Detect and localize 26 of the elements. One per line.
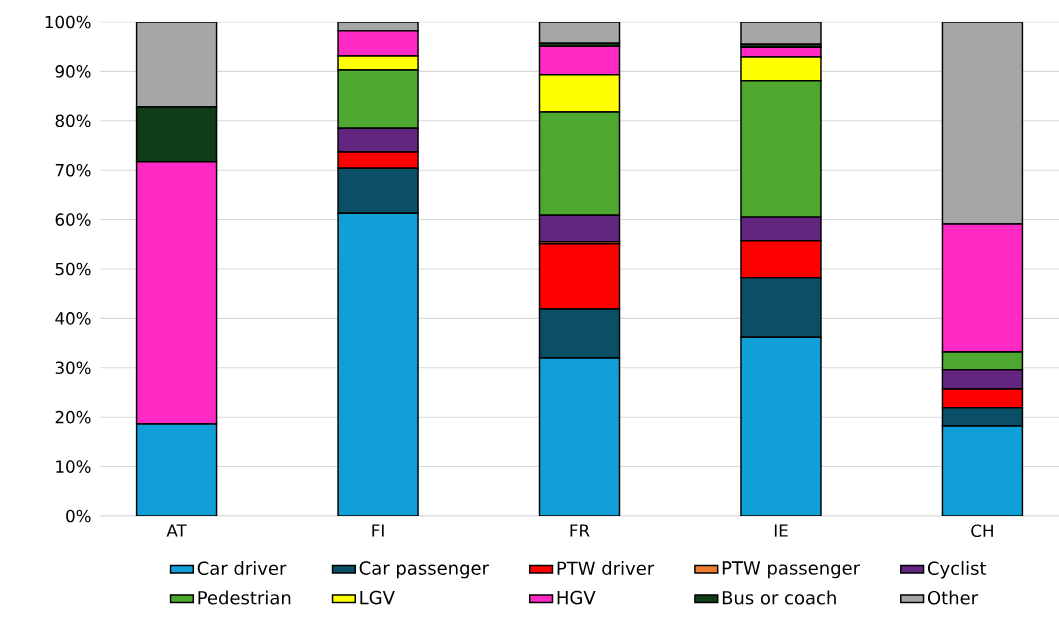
- legend-label: Bus or coach: [722, 590, 836, 605]
- x-tick-label: AT: [166, 524, 187, 537]
- y-tick-label: 30%: [55, 361, 91, 375]
- x-tick-label: IE: [774, 524, 788, 537]
- x-tick-label: FR: [570, 524, 590, 537]
- y-tick-label: 80%: [55, 114, 91, 128]
- y-tick-label: 40%: [55, 312, 91, 325]
- legend-label: Car passenger: [359, 561, 489, 579]
- x-tick-label: CH: [971, 524, 993, 538]
- legend-label: PTW passenger: [722, 561, 861, 579]
- y-tick-label: 90%: [55, 65, 91, 78]
- legend-label: PTW driver: [557, 561, 655, 576]
- legend-label: Car driver: [197, 561, 287, 576]
- legend-label: Cyclist: [927, 561, 987, 579]
- legend-label: Other: [927, 590, 979, 605]
- legend-label: LGV: [360, 590, 395, 605]
- y-tick-label: 100%: [45, 15, 91, 29]
- y-tick-label: 10%: [56, 460, 91, 473]
- y-tick-label: 70%: [55, 163, 91, 177]
- y-tick-label: 20%: [55, 410, 91, 424]
- legend-label: Pedestrian: [198, 590, 291, 605]
- y-tick-label: 0%: [66, 509, 91, 523]
- y-tick-label: 50%: [55, 262, 91, 276]
- y-tick-label: 60%: [55, 213, 91, 226]
- x-tick-label: FI: [372, 524, 384, 537]
- legend-label: HGV: [557, 590, 596, 605]
